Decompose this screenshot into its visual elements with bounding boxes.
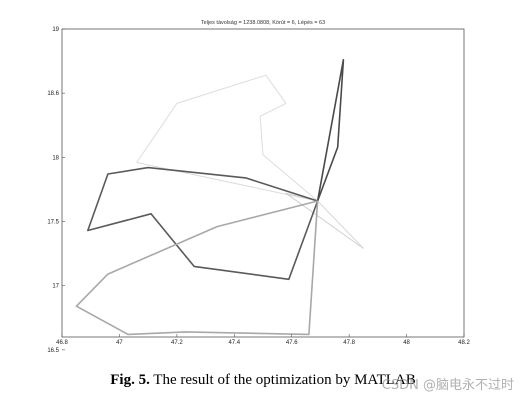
x-tick-label: 47.4	[228, 340, 240, 346]
route-line-4	[316, 58, 345, 202]
x-tick-label: 47.8	[343, 340, 355, 346]
y-tick-label: 16.5	[47, 348, 59, 354]
route-line-3	[317, 200, 364, 249]
y-tick-label: 19	[52, 27, 59, 33]
caption-text: The result of the optimization by MATLAB	[149, 372, 416, 388]
x-tick-label: 47	[116, 340, 123, 346]
y-tick-label: 18	[52, 155, 59, 161]
y-tick-label: 18.6	[47, 91, 59, 97]
tick-layer: 46.8 47 47.2 47.4 47.6 47.8 48 48.2 19 18.6 18 17.5…	[47, 27, 470, 354]
x-tick-label: 47.6	[286, 340, 298, 346]
route-line-1	[136, 74, 318, 202]
x-tick-label: 48.2	[458, 340, 470, 346]
caption-label: Fig. 5.	[110, 372, 150, 388]
route-line-5	[87, 166, 319, 281]
chart: 46.8 47 47.2 47.4 47.6 47.8 48 48.2 19 18.6 18 17.5…	[47, 20, 470, 354]
x-tick-label: 47.2	[171, 340, 183, 346]
chart-title: Teljes távolság = 1238.0808, Körút = 6, …	[201, 20, 325, 26]
y-tick-label: 17.5	[47, 220, 59, 226]
x-tick-label: 48	[403, 340, 410, 346]
figure-caption: Fig. 5. The result of the optimization b…	[0, 372, 526, 389]
watermark: CSDN @脑电永不过时	[381, 378, 514, 393]
x-tick-label: 46.8	[56, 340, 68, 346]
y-tick-label: 17	[52, 284, 59, 290]
series-layer	[75, 58, 364, 336]
route-line-6	[75, 200, 319, 336]
